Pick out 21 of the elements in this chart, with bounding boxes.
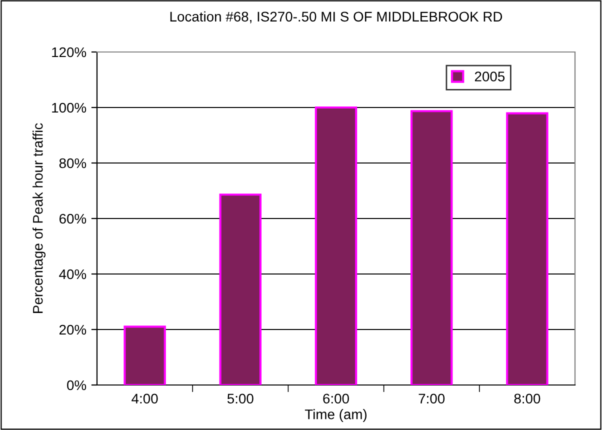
y-tick-label: 120% bbox=[52, 47, 86, 58]
bar bbox=[314, 106, 358, 385]
x-tick-label: 8:00 bbox=[514, 394, 540, 404]
y-tick-label: 60% bbox=[59, 214, 86, 224]
bar bbox=[124, 326, 166, 385]
x-tick-label: 6:00 bbox=[323, 394, 349, 404]
x-axis-title: Time (am) bbox=[304, 409, 367, 422]
x-tick-label: 7:00 bbox=[418, 394, 445, 404]
legend-label: 2005 bbox=[474, 72, 505, 82]
y-axis-title: Percentage of Peak hour traffic bbox=[32, 123, 46, 313]
y-tick-label: 0% bbox=[67, 380, 86, 390]
x-tick-label: 5:00 bbox=[227, 394, 254, 404]
bar bbox=[410, 110, 453, 385]
y-tick-label: 80% bbox=[59, 158, 86, 168]
y-tick-label: 20% bbox=[59, 324, 86, 335]
bar bbox=[506, 112, 548, 385]
bar bbox=[219, 194, 262, 385]
y-tick-label: 100% bbox=[52, 102, 86, 113]
chart-title: Location #68, IS270-.50 MI S OF MIDDLEBROOK RD bbox=[170, 11, 502, 24]
x-tick-label: 4:00 bbox=[132, 394, 158, 404]
y-tick-label: 40% bbox=[59, 269, 86, 280]
